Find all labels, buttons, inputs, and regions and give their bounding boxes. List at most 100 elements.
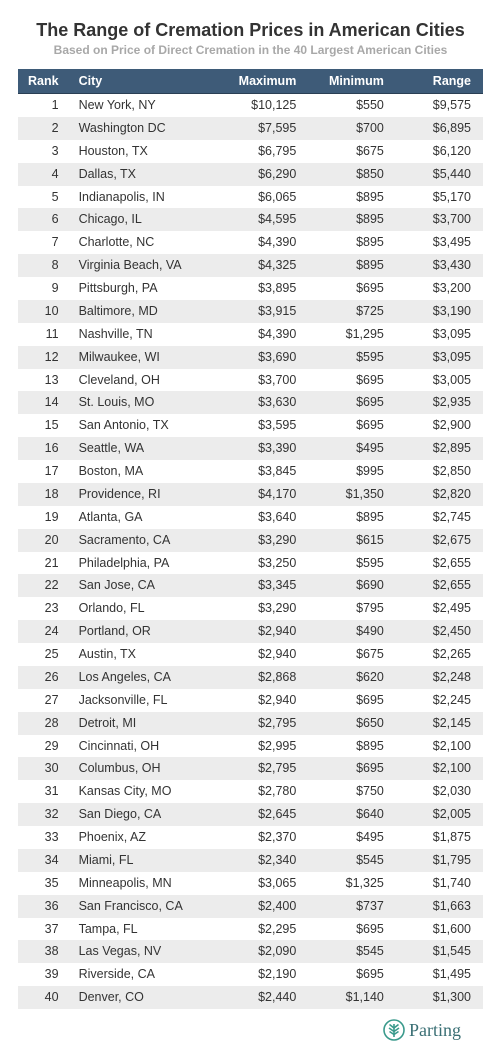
cell-min: $495 bbox=[308, 437, 396, 460]
cell-range: $2,145 bbox=[396, 712, 483, 735]
cell-max: $2,090 bbox=[221, 940, 309, 963]
cell-max: $3,700 bbox=[221, 369, 309, 392]
table-row: 17Boston, MA$3,845$995$2,850 bbox=[18, 460, 483, 483]
cell-city: Denver, CO bbox=[73, 986, 221, 1009]
cell-city: Baltimore, MD bbox=[73, 300, 221, 323]
cell-min: $695 bbox=[308, 414, 396, 437]
cell-city: Austin, TX bbox=[73, 643, 221, 666]
table-row: 23Orlando, FL$3,290$795$2,495 bbox=[18, 597, 483, 620]
cell-max: $3,630 bbox=[221, 391, 309, 414]
table-row: 31Kansas City, MO$2,780$750$2,030 bbox=[18, 780, 483, 803]
cell-max: $3,640 bbox=[221, 506, 309, 529]
cell-min: $695 bbox=[308, 918, 396, 941]
cell-min: $495 bbox=[308, 826, 396, 849]
cell-range: $3,495 bbox=[396, 231, 483, 254]
cell-max: $2,795 bbox=[221, 712, 309, 735]
cell-city: St. Louis, MO bbox=[73, 391, 221, 414]
cell-max: $6,065 bbox=[221, 186, 309, 209]
table-row: 13Cleveland, OH$3,700$695$3,005 bbox=[18, 369, 483, 392]
cell-min: $695 bbox=[308, 277, 396, 300]
table-row: 15San Antonio, TX$3,595$695$2,900 bbox=[18, 414, 483, 437]
cell-city: Columbus, OH bbox=[73, 757, 221, 780]
cell-rank: 40 bbox=[18, 986, 73, 1009]
cell-city: Boston, MA bbox=[73, 460, 221, 483]
cell-range: $2,100 bbox=[396, 735, 483, 758]
footer: Parting bbox=[18, 1019, 483, 1046]
cell-city: Sacramento, CA bbox=[73, 529, 221, 552]
cell-range: $2,005 bbox=[396, 803, 483, 826]
cell-min: $675 bbox=[308, 643, 396, 666]
cell-rank: 6 bbox=[18, 208, 73, 231]
table-row: 36San Francisco, CA$2,400$737$1,663 bbox=[18, 895, 483, 918]
col-header-rank: Rank bbox=[18, 69, 73, 94]
cell-max: $4,390 bbox=[221, 323, 309, 346]
cell-city: Pittsburgh, PA bbox=[73, 277, 221, 300]
cell-max: $3,390 bbox=[221, 437, 309, 460]
cell-city: Phoenix, AZ bbox=[73, 826, 221, 849]
cell-max: $3,690 bbox=[221, 346, 309, 369]
table-row: 11Nashville, TN$4,390$1,295$3,095 bbox=[18, 323, 483, 346]
cell-city: Kansas City, MO bbox=[73, 780, 221, 803]
cell-range: $2,495 bbox=[396, 597, 483, 620]
cell-range: $2,900 bbox=[396, 414, 483, 437]
cell-min: $650 bbox=[308, 712, 396, 735]
table-row: 28Detroit, MI$2,795$650$2,145 bbox=[18, 712, 483, 735]
col-header-min: Minimum bbox=[308, 69, 396, 94]
cell-city: Houston, TX bbox=[73, 140, 221, 163]
cell-range: $2,850 bbox=[396, 460, 483, 483]
cell-city: Riverside, CA bbox=[73, 963, 221, 986]
table-row: 30Columbus, OH$2,795$695$2,100 bbox=[18, 757, 483, 780]
table-row: 12Milwaukee, WI$3,690$595$3,095 bbox=[18, 346, 483, 369]
cell-city: Providence, RI bbox=[73, 483, 221, 506]
cell-max: $2,940 bbox=[221, 643, 309, 666]
cell-city: Jacksonville, FL bbox=[73, 689, 221, 712]
tree-circle-icon bbox=[383, 1019, 405, 1041]
cell-range: $3,700 bbox=[396, 208, 483, 231]
cell-range: $2,675 bbox=[396, 529, 483, 552]
cell-range: $3,200 bbox=[396, 277, 483, 300]
cell-rank: 7 bbox=[18, 231, 73, 254]
cell-city: San Antonio, TX bbox=[73, 414, 221, 437]
cell-max: $3,845 bbox=[221, 460, 309, 483]
cell-city: Las Vegas, NV bbox=[73, 940, 221, 963]
cell-min: $695 bbox=[308, 757, 396, 780]
cell-rank: 28 bbox=[18, 712, 73, 735]
cell-max: $3,065 bbox=[221, 872, 309, 895]
cell-min: $550 bbox=[308, 94, 396, 117]
cell-min: $895 bbox=[308, 208, 396, 231]
table-row: 25Austin, TX$2,940$675$2,265 bbox=[18, 643, 483, 666]
cell-range: $2,100 bbox=[396, 757, 483, 780]
cell-rank: 36 bbox=[18, 895, 73, 918]
cell-min: $545 bbox=[308, 849, 396, 872]
cell-min: $1,350 bbox=[308, 483, 396, 506]
cell-min: $895 bbox=[308, 186, 396, 209]
cell-city: San Diego, CA bbox=[73, 803, 221, 826]
cell-min: $850 bbox=[308, 163, 396, 186]
col-header-range: Range bbox=[396, 69, 483, 94]
page-subtitle: Based on Price of Direct Cremation in th… bbox=[18, 43, 483, 57]
table-row: 1New York, NY$10,125$550$9,575 bbox=[18, 94, 483, 117]
brand-name: Parting bbox=[409, 1020, 461, 1041]
table-row: 35Minneapolis, MN$3,065$1,325$1,740 bbox=[18, 872, 483, 895]
cell-range: $1,495 bbox=[396, 963, 483, 986]
cell-max: $6,795 bbox=[221, 140, 309, 163]
cell-city: Milwaukee, WI bbox=[73, 346, 221, 369]
cell-rank: 13 bbox=[18, 369, 73, 392]
cell-max: $2,780 bbox=[221, 780, 309, 803]
table-row: 19Atlanta, GA$3,640$895$2,745 bbox=[18, 506, 483, 529]
cell-range: $1,875 bbox=[396, 826, 483, 849]
cell-rank: 37 bbox=[18, 918, 73, 941]
cell-city: Chicago, IL bbox=[73, 208, 221, 231]
cell-rank: 18 bbox=[18, 483, 73, 506]
cell-min: $695 bbox=[308, 689, 396, 712]
table-row: 40Denver, CO$2,440$1,140$1,300 bbox=[18, 986, 483, 1009]
cell-max: $2,940 bbox=[221, 689, 309, 712]
cell-min: $700 bbox=[308, 117, 396, 140]
cell-max: $3,595 bbox=[221, 414, 309, 437]
cell-min: $695 bbox=[308, 369, 396, 392]
cell-rank: 12 bbox=[18, 346, 73, 369]
cell-rank: 2 bbox=[18, 117, 73, 140]
cell-city: Tampa, FL bbox=[73, 918, 221, 941]
cell-rank: 30 bbox=[18, 757, 73, 780]
cell-rank: 34 bbox=[18, 849, 73, 872]
